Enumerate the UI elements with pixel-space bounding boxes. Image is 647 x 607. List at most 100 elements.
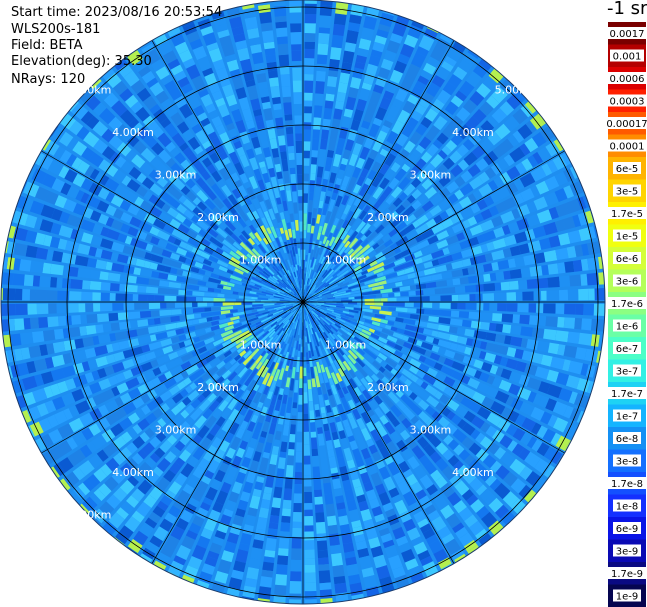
range-gate	[497, 259, 510, 270]
range-gate	[338, 203, 346, 214]
range-gate	[532, 225, 547, 239]
range-gate	[462, 365, 477, 377]
range-gate	[550, 356, 565, 370]
range-gate	[415, 123, 428, 136]
range-gate	[403, 74, 416, 84]
range-gate	[509, 268, 522, 279]
range-gate	[461, 258, 472, 267]
range-gate	[323, 354, 331, 367]
range-gate	[441, 124, 456, 139]
range-gate	[378, 491, 391, 506]
range-gate	[380, 58, 394, 71]
range-gate	[555, 247, 569, 261]
range-gate	[397, 176, 411, 191]
range-gate	[325, 382, 331, 391]
range-gate	[327, 411, 335, 424]
range-gate	[367, 169, 377, 181]
range-gate	[368, 250, 377, 258]
range-gate	[363, 72, 376, 85]
range-gate	[365, 6, 380, 19]
colorbar-label: 0.0017	[610, 29, 645, 40]
range-gate	[359, 368, 369, 378]
range-gate	[432, 379, 447, 392]
range-gate	[479, 312, 493, 321]
range-gate	[421, 91, 435, 105]
range-gate	[501, 224, 511, 236]
range-gate	[503, 234, 517, 247]
range-gate	[534, 366, 550, 380]
range-gate	[352, 183, 362, 194]
range-gate	[458, 80, 475, 97]
range-gate	[303, 224, 307, 231]
range-gate	[537, 146, 552, 162]
range-gate	[404, 253, 416, 262]
range-gate	[361, 291, 372, 296]
range-gate	[384, 153, 397, 167]
range-gate	[499, 101, 515, 116]
range-gate	[303, 193, 309, 203]
range-gate	[303, 213, 308, 225]
range-gate	[375, 106, 388, 121]
range-gate	[443, 434, 454, 446]
range-gate	[375, 483, 387, 495]
range-gate	[593, 225, 599, 238]
range-gate	[458, 507, 473, 522]
range-gate	[521, 158, 533, 171]
range-gate	[340, 297, 349, 300]
range-gate	[438, 355, 447, 364]
range-gate	[332, 300, 342, 302]
range-gate	[307, 252, 311, 261]
range-gate	[494, 123, 511, 140]
range-gate	[304, 297, 315, 302]
range-gate	[400, 43, 415, 58]
range-gate	[512, 427, 526, 442]
range-gate	[360, 239, 369, 248]
range-gate	[379, 310, 392, 316]
range-gate	[485, 474, 497, 487]
range-gate	[307, 306, 313, 311]
range-gate	[386, 340, 396, 348]
range-gate	[401, 279, 415, 286]
range-gate	[311, 149, 318, 158]
range-gate	[333, 13, 347, 26]
range-gate	[312, 271, 317, 278]
range-gate	[514, 231, 528, 244]
range-gate	[426, 395, 440, 408]
range-gate	[337, 359, 347, 372]
range-gate	[550, 432, 562, 446]
range-gate	[304, 58, 315, 67]
range-gate	[380, 533, 393, 544]
range-gate	[583, 303, 595, 316]
range-gate	[448, 334, 459, 343]
range-gate	[346, 563, 360, 577]
range-gate	[526, 278, 539, 289]
range-gate	[484, 167, 497, 180]
range-gate	[400, 248, 412, 258]
range-gate	[309, 311, 316, 320]
range-gate	[420, 228, 435, 240]
range-gate	[331, 431, 339, 441]
range-gate	[371, 285, 385, 291]
range-gate	[314, 309, 321, 314]
range-gate	[308, 287, 317, 297]
range-gate	[347, 128, 358, 141]
range-gate	[335, 350, 346, 363]
range-gate	[445, 422, 458, 435]
range-gate	[376, 29, 389, 39]
range-gate	[316, 319, 324, 329]
range-gate	[473, 212, 484, 224]
range-gate	[552, 401, 568, 416]
range-gate	[341, 285, 349, 290]
range-gate	[327, 389, 333, 397]
range-gate	[322, 317, 333, 325]
range-gate	[597, 319, 605, 332]
range-gate	[310, 270, 315, 280]
range-gate	[532, 151, 544, 165]
range-gate	[344, 306, 354, 310]
range-gate	[445, 207, 454, 217]
range-gate	[536, 340, 550, 353]
range-gate	[457, 419, 467, 429]
range-gate	[436, 132, 449, 145]
range-gate	[343, 369, 352, 380]
